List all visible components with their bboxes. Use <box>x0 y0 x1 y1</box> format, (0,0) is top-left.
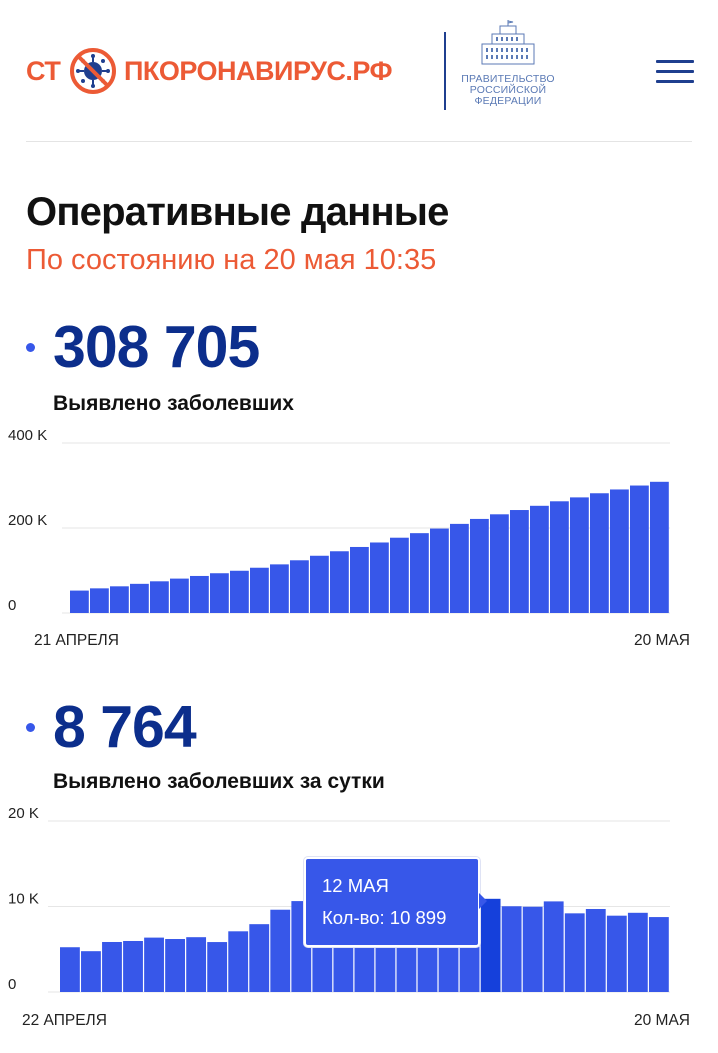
hamburger-menu-icon[interactable] <box>654 56 696 88</box>
gov-line-1: ПРАВИТЕЛЬСТВО <box>461 73 555 85</box>
chart-bar <box>165 939 185 992</box>
menu-bar-top <box>656 60 694 63</box>
chart-bar <box>330 551 349 613</box>
chart-bar <box>430 528 449 613</box>
gov-line-3: ФЕДЕРАЦИИ <box>474 95 542 107</box>
government-logo[interactable]: ПРАВИТЕЛЬСТВО РОССИЙСКОЙ ФЕДЕРАЦИИ <box>456 18 560 118</box>
chart-bar <box>150 581 169 613</box>
chart-bar <box>144 937 164 992</box>
chart-bar <box>270 909 291 992</box>
chart-bar <box>606 915 627 992</box>
chart-bar <box>70 590 89 613</box>
chart-bar <box>627 912 648 992</box>
y-tick-label: 200 K <box>8 512 47 529</box>
virus-stop-icon[interactable] <box>68 46 118 96</box>
chart-bar <box>550 501 569 613</box>
chart-bar <box>650 481 669 613</box>
tooltip-value: Кол-во: 10 899 <box>322 907 447 928</box>
chart-bar <box>450 523 469 613</box>
chart-bar <box>590 493 609 613</box>
chart-bar <box>522 906 543 992</box>
x-axis-end-label: 20 МАЯ <box>634 632 690 649</box>
logo-domain: .РФ <box>345 56 393 86</box>
chart-bar <box>390 537 409 613</box>
header-divider <box>444 32 446 110</box>
chart-bar <box>190 575 209 613</box>
chart-bar <box>110 586 129 613</box>
y-tick-label: 10 K <box>8 891 39 908</box>
chart-bar <box>530 505 549 613</box>
chart-bar <box>470 518 489 613</box>
chart-bar <box>210 573 229 613</box>
tooltip-date: 12 МАЯ <box>322 875 389 896</box>
y-tick-label: 0 <box>8 597 16 614</box>
chart-bar <box>207 942 228 992</box>
chart-tooltip: 12 МАЯ Кол-во: 10 899 <box>304 857 487 947</box>
x-axis-end-label: 20 МАЯ <box>634 1012 690 1029</box>
logo-text-right[interactable]: ПКОРОНАВИРУС.РФ <box>124 56 393 86</box>
logo-main: ПКОРОНАВИРУС <box>124 56 346 86</box>
tooltip-pointer <box>479 893 487 909</box>
chart-bar <box>370 542 389 613</box>
chart-bar <box>130 583 149 613</box>
menu-bar-bottom <box>656 80 694 83</box>
y-tick-label: 400 K <box>8 427 47 444</box>
y-tick-label: 0 <box>8 976 16 993</box>
chart-bar <box>228 931 249 992</box>
chart-bar <box>410 533 429 613</box>
government-building-icon <box>481 20 535 65</box>
chart-bar <box>510 510 529 613</box>
site-header: СТ ПКОРОНАВИРУС.РФ <box>0 0 718 142</box>
total-cases-label: Выявлено заболевших <box>53 392 294 415</box>
chart-bar <box>610 489 629 613</box>
chart-bar <box>310 555 329 613</box>
chart-bar <box>230 570 249 613</box>
chart-bar <box>102 941 122 992</box>
chart-bar <box>250 567 269 613</box>
chart-bar <box>480 898 501 992</box>
x-axis-start-label: 22 АПРЕЛЯ <box>22 1012 107 1029</box>
chart-bar <box>570 497 589 613</box>
chart-bar <box>290 560 309 613</box>
chart-bar <box>490 514 509 613</box>
page-title: Оперативные данные <box>26 190 449 234</box>
chart-bar <box>585 908 606 992</box>
logo-text-left[interactable]: СТ <box>26 56 61 86</box>
y-tick-label: 20 K <box>8 805 39 822</box>
chart-bar <box>123 940 143 992</box>
stat-bullet-icon <box>26 343 35 352</box>
chart-bar <box>630 485 649 613</box>
chart-bar <box>81 951 101 992</box>
total-cases-value: 308 705 <box>53 314 260 380</box>
chart-bar <box>249 924 270 992</box>
chart-bar <box>501 906 522 992</box>
chart-bar <box>350 546 369 613</box>
menu-bar-middle <box>656 70 694 73</box>
total-cases-chart: 0 200 K 400 K 21 АПРЕЛЯ 20 МАЯ <box>0 425 718 650</box>
gov-line-2: РОССИЙСКОЙ <box>469 84 547 96</box>
x-axis-start-label: 21 АПРЕЛЯ <box>34 632 119 649</box>
chart-bar <box>543 901 564 992</box>
daily-cases-value: 8 764 <box>53 694 197 760</box>
daily-cases-label: Выявлено заболевших за сутки <box>53 770 385 793</box>
chart-bar <box>170 578 189 613</box>
chart-bar <box>90 588 109 613</box>
chart-bar <box>270 564 289 613</box>
page-subtitle-timestamp: По состоянию на 20 мая 10:35 <box>26 244 437 276</box>
chart-bar <box>186 937 207 992</box>
chart-bar <box>648 917 669 992</box>
total-cases-chart-svg: 0 200 K 400 K 21 АПРЕЛЯ 20 МАЯ <box>8 427 690 649</box>
chart-bar <box>60 947 80 992</box>
header-bottom-divider <box>26 141 692 142</box>
chart-bar <box>564 913 585 992</box>
government-caption: ПРАВИТЕЛЬСТВО РОССИЙСКОЙ ФЕДЕРАЦИИ <box>456 74 560 107</box>
stat-bullet-icon <box>26 723 35 732</box>
